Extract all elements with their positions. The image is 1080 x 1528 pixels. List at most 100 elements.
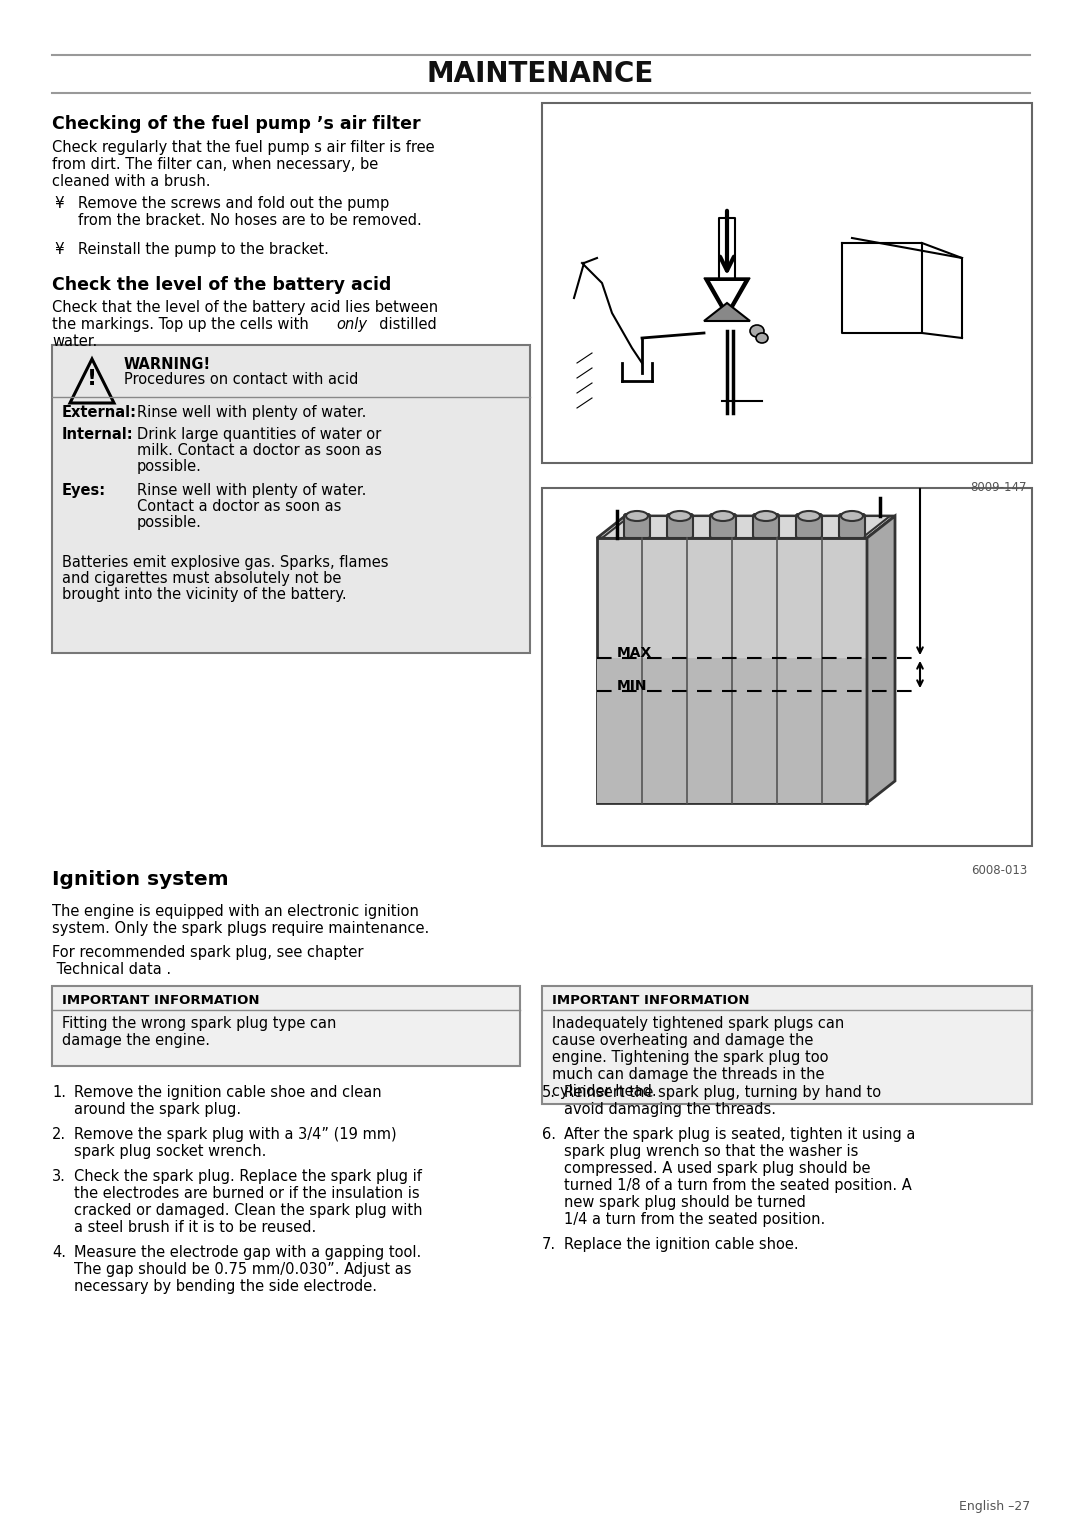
Text: Check the level of the battery acid: Check the level of the battery acid <box>52 277 391 293</box>
FancyBboxPatch shape <box>667 513 693 538</box>
Polygon shape <box>710 281 744 312</box>
Text: turned 1/8 of a turn from the seated position. A: turned 1/8 of a turn from the seated pos… <box>564 1178 912 1193</box>
Text: and cigarettes must absolutely not be: and cigarettes must absolutely not be <box>62 571 341 587</box>
Text: Remove the ignition cable shoe and clean: Remove the ignition cable shoe and clean <box>75 1085 381 1100</box>
Text: only: only <box>336 316 367 332</box>
Text: around the spark plug.: around the spark plug. <box>75 1102 241 1117</box>
Text: Batteries emit explosive gas. Sparks, flames: Batteries emit explosive gas. Sparks, fl… <box>62 555 389 570</box>
Text: Remove the screws and fold out the pump: Remove the screws and fold out the pump <box>78 196 389 211</box>
Text: 6.: 6. <box>542 1128 556 1141</box>
Text: from dirt. The filter can, when necessary, be: from dirt. The filter can, when necessar… <box>52 157 378 173</box>
Text: Reinsert the spark plug, turning by hand to: Reinsert the spark plug, turning by hand… <box>564 1085 881 1100</box>
FancyBboxPatch shape <box>753 513 779 538</box>
Text: Contact a doctor as soon as: Contact a doctor as soon as <box>137 500 341 513</box>
Text: ¥: ¥ <box>54 196 64 211</box>
Ellipse shape <box>841 510 863 521</box>
Text: a steel brush if it is to be reused.: a steel brush if it is to be reused. <box>75 1219 316 1235</box>
FancyBboxPatch shape <box>710 513 735 538</box>
Text: After the spark plug is seated, tighten it using a: After the spark plug is seated, tighten … <box>564 1128 916 1141</box>
FancyBboxPatch shape <box>624 513 650 538</box>
Text: MAINTENANCE: MAINTENANCE <box>427 60 653 89</box>
Polygon shape <box>867 516 895 804</box>
Text: Internal:: Internal: <box>62 426 134 442</box>
FancyBboxPatch shape <box>52 986 519 1067</box>
Text: system. Only the spark plugs require maintenance.: system. Only the spark plugs require mai… <box>52 921 429 937</box>
Text: compressed. A used spark plug should be: compressed. A used spark plug should be <box>564 1161 870 1177</box>
Text: 8009-147: 8009-147 <box>971 481 1027 494</box>
Text: new spark plug should be turned: new spark plug should be turned <box>564 1195 806 1210</box>
Text: IMPORTANT INFORMATION: IMPORTANT INFORMATION <box>62 995 259 1007</box>
Text: water.: water. <box>52 335 97 348</box>
Text: Eyes:: Eyes: <box>62 483 106 498</box>
Polygon shape <box>602 516 890 538</box>
Text: !: ! <box>86 368 97 390</box>
Text: Drink large quantities of water or: Drink large quantities of water or <box>137 426 381 442</box>
Text: 1/4 a turn from the seated position.: 1/4 a turn from the seated position. <box>564 1212 825 1227</box>
Text: from the bracket. No hoses are to be removed.: from the bracket. No hoses are to be rem… <box>78 212 422 228</box>
Text: 2.: 2. <box>52 1128 66 1141</box>
Text: possible.: possible. <box>137 515 202 530</box>
Text: Reinstall the pump to the bracket.: Reinstall the pump to the bracket. <box>78 241 329 257</box>
FancyBboxPatch shape <box>542 102 1032 463</box>
Text: 6008-013: 6008-013 <box>971 863 1027 877</box>
Text: possible.: possible. <box>137 458 202 474</box>
Text: Technical data .: Technical data . <box>52 963 171 976</box>
Text: Remove the spark plug with a 3/4” (19 mm): Remove the spark plug with a 3/4” (19 mm… <box>75 1128 396 1141</box>
Text: spark plug socket wrench.: spark plug socket wrench. <box>75 1144 267 1160</box>
Text: Measure the electrode gap with a gapping tool.: Measure the electrode gap with a gapping… <box>75 1245 421 1261</box>
Text: The gap should be 0.75 mm/0.030”. Adjust as: The gap should be 0.75 mm/0.030”. Adjust… <box>75 1262 411 1277</box>
Text: Replace the ignition cable shoe.: Replace the ignition cable shoe. <box>564 1238 798 1251</box>
Text: External:: External: <box>62 405 137 420</box>
Text: spark plug wrench so that the washer is: spark plug wrench so that the washer is <box>564 1144 859 1160</box>
Text: the markings. Top up the cells with: the markings. Top up the cells with <box>52 316 313 332</box>
Text: cylinder head.: cylinder head. <box>552 1083 657 1099</box>
Text: Checking of the fuel pump ’s air filter: Checking of the fuel pump ’s air filter <box>52 115 420 133</box>
Text: the electrodes are burned or if the insulation is: the electrodes are burned or if the insu… <box>75 1186 420 1201</box>
Text: Rinse well with plenty of water.: Rinse well with plenty of water. <box>137 405 366 420</box>
Text: MAX: MAX <box>617 646 652 660</box>
Text: brought into the vicinity of the battery.: brought into the vicinity of the battery… <box>62 587 347 602</box>
Text: ¥: ¥ <box>54 241 64 257</box>
FancyBboxPatch shape <box>52 345 530 652</box>
Ellipse shape <box>798 510 820 521</box>
Text: cracked or damaged. Clean the spark plug with: cracked or damaged. Clean the spark plug… <box>75 1203 422 1218</box>
Text: 1.: 1. <box>52 1085 66 1100</box>
Text: The engine is equipped with an electronic ignition: The engine is equipped with an electroni… <box>52 905 419 918</box>
Text: WARNING!: WARNING! <box>124 358 211 371</box>
Ellipse shape <box>755 510 777 521</box>
FancyBboxPatch shape <box>597 538 867 804</box>
Text: For recommended spark plug, see chapter: For recommended spark plug, see chapter <box>52 944 364 960</box>
Text: damage the engine.: damage the engine. <box>62 1033 210 1048</box>
FancyBboxPatch shape <box>839 513 865 538</box>
Polygon shape <box>597 516 895 538</box>
Text: Check regularly that the fuel pump s air filter is free: Check regularly that the fuel pump s air… <box>52 141 434 154</box>
Text: avoid damaging the threads.: avoid damaging the threads. <box>564 1102 777 1117</box>
Polygon shape <box>704 278 750 318</box>
Text: IMPORTANT INFORMATION: IMPORTANT INFORMATION <box>552 995 750 1007</box>
Text: Ignition system: Ignition system <box>52 869 229 889</box>
Text: engine. Tightening the spark plug too: engine. Tightening the spark plug too <box>552 1050 828 1065</box>
FancyBboxPatch shape <box>542 487 1032 847</box>
Text: English –27: English –27 <box>959 1500 1030 1513</box>
Ellipse shape <box>750 325 764 338</box>
Polygon shape <box>704 303 750 321</box>
Text: 7.: 7. <box>542 1238 556 1251</box>
Text: milk. Contact a doctor as soon as: milk. Contact a doctor as soon as <box>137 443 382 458</box>
FancyBboxPatch shape <box>542 986 1032 1105</box>
Ellipse shape <box>756 333 768 342</box>
Text: Check that the level of the battery acid lies between: Check that the level of the battery acid… <box>52 299 438 315</box>
Text: much can damage the threads in the: much can damage the threads in the <box>552 1067 824 1082</box>
Text: 4.: 4. <box>52 1245 66 1261</box>
Text: distilled: distilled <box>370 316 436 332</box>
Ellipse shape <box>669 510 691 521</box>
Text: MIN: MIN <box>617 678 648 694</box>
Ellipse shape <box>712 510 734 521</box>
Text: cause overheating and damage the: cause overheating and damage the <box>552 1033 813 1048</box>
Text: Fitting the wrong spark plug type can: Fitting the wrong spark plug type can <box>62 1016 336 1031</box>
Text: Check the spark plug. Replace the spark plug if: Check the spark plug. Replace the spark … <box>75 1169 422 1184</box>
FancyBboxPatch shape <box>597 659 867 804</box>
Text: Procedures on contact with acid: Procedures on contact with acid <box>124 371 359 387</box>
Text: Inadequately tightened spark plugs can: Inadequately tightened spark plugs can <box>552 1016 845 1031</box>
Text: Rinse well with plenty of water.: Rinse well with plenty of water. <box>137 483 366 498</box>
Ellipse shape <box>626 510 648 521</box>
